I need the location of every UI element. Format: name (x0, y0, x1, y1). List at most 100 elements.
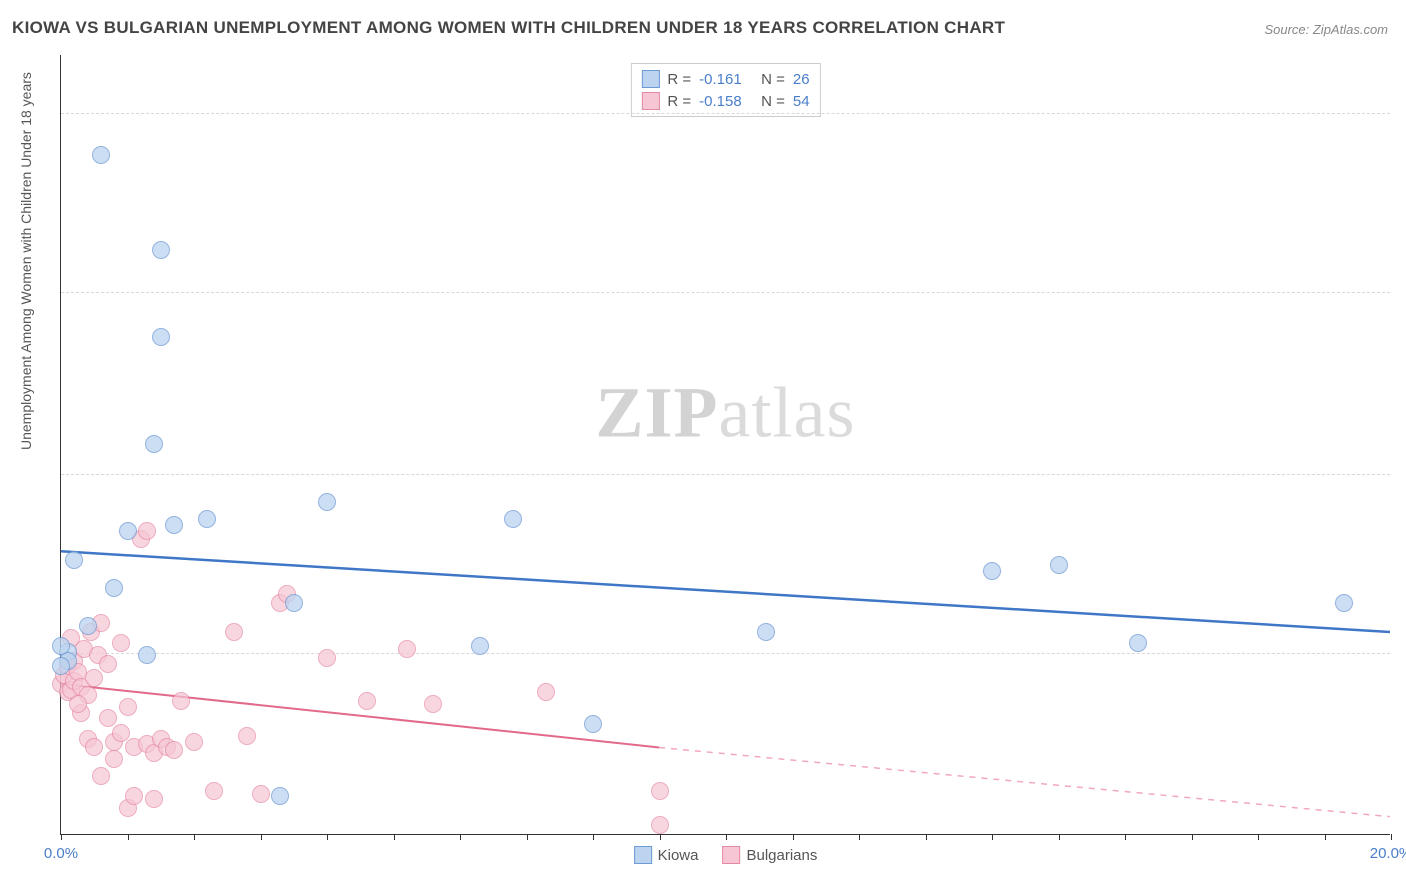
legend-swatch (634, 846, 652, 864)
y-tick-label: 6.3% (1395, 645, 1406, 662)
legend-series-item: Bulgarians (722, 846, 817, 864)
x-tick (460, 834, 461, 840)
x-tick (1258, 834, 1259, 840)
kiowa-point (504, 510, 522, 528)
bulgarians-point (398, 640, 416, 658)
legend-correlation-row: R = -0.158 N = 54 (641, 90, 809, 112)
x-tick (793, 834, 794, 840)
bulgarians-point (112, 634, 130, 652)
bulgarians-point (138, 522, 156, 540)
kiowa-point (757, 623, 775, 641)
x-tick (1391, 834, 1392, 840)
bulgarians-point (358, 692, 376, 710)
watermark-bold: ZIP (596, 373, 719, 453)
gridline (61, 474, 1390, 475)
x-tick (261, 834, 262, 840)
bulgarians-point (424, 695, 442, 713)
x-tick (593, 834, 594, 840)
kiowa-point (983, 562, 1001, 580)
bulgarians-point (651, 816, 669, 834)
legend-r-label: R = (667, 93, 691, 110)
kiowa-point (1335, 594, 1353, 612)
bulgarians-point (165, 741, 183, 759)
legend-correlation-row: R = -0.161 N = 26 (641, 68, 809, 90)
legend-swatch (641, 70, 659, 88)
bulgarians-point (85, 738, 103, 756)
kiowa-point (92, 146, 110, 164)
kiowa-point (105, 579, 123, 597)
x-tick (327, 834, 328, 840)
x-tick (726, 834, 727, 840)
chart-title: KIOWA VS BULGARIAN UNEMPLOYMENT AMONG WO… (12, 18, 1005, 38)
bulgarians-point (205, 782, 223, 800)
x-tick (527, 834, 528, 840)
legend-n-label: N = (761, 71, 785, 88)
bulgarians-point (318, 649, 336, 667)
x-tick (194, 834, 195, 840)
legend-n-value: 54 (793, 93, 810, 110)
gridline (61, 113, 1390, 114)
x-tick (1059, 834, 1060, 840)
x-tick (1192, 834, 1193, 840)
legend-r-label: R = (667, 71, 691, 88)
legend-n-label: N = (761, 93, 785, 110)
bulgarians-point (651, 782, 669, 800)
kiowa-point (152, 241, 170, 259)
y-tick-label: 18.8% (1395, 283, 1406, 300)
kiowa-point (285, 594, 303, 612)
x-tick (992, 834, 993, 840)
bulgarians-point (145, 790, 163, 808)
legend-n-value: 26 (793, 71, 810, 88)
bulgarians-point (125, 787, 143, 805)
x-tick-label: 0.0% (44, 845, 78, 862)
watermark: ZIPatlas (596, 372, 856, 455)
kiowa-point (119, 522, 137, 540)
bulgarians-point (85, 669, 103, 687)
bulgarians-point (238, 727, 256, 745)
kiowa-point (1129, 634, 1147, 652)
kiowa-point (152, 328, 170, 346)
y-tick-label: 25.0% (1395, 104, 1406, 121)
bulgarians-point (225, 623, 243, 641)
bulgarians-point (92, 767, 110, 785)
kiowa-point (318, 493, 336, 511)
kiowa-point (145, 435, 163, 453)
bulgarians-point (119, 698, 137, 716)
chart-container: KIOWA VS BULGARIAN UNEMPLOYMENT AMONG WO… (0, 0, 1406, 892)
x-tick-label: 20.0% (1370, 845, 1406, 862)
legend-swatch (641, 92, 659, 110)
bulgarians-point (105, 750, 123, 768)
bulgarians-point (252, 785, 270, 803)
bulgarians-point (99, 655, 117, 673)
legend-correlation: R = -0.161 N = 26 R = -0.158 N = 54 (630, 63, 820, 117)
legend-r-value: -0.158 (699, 93, 753, 110)
trend-lines (61, 55, 1390, 834)
gridline (61, 292, 1390, 293)
x-tick (660, 834, 661, 840)
plot-area: ZIPatlas R =-0.161N =26R =-0.158N =54 Ki… (60, 55, 1390, 835)
bulgarians-point (537, 683, 555, 701)
bulgarians-point (69, 695, 87, 713)
x-tick (128, 834, 129, 840)
watermark-light: atlas (719, 373, 856, 453)
x-tick (61, 834, 62, 840)
bulgarians-point (185, 733, 203, 751)
legend-swatch (722, 846, 740, 864)
kiowa-point (271, 787, 289, 805)
x-tick (1325, 834, 1326, 840)
legend-series-label: Kiowa (658, 847, 699, 864)
bulgarians-point (112, 724, 130, 742)
kiowa-point (165, 516, 183, 534)
source-label: Source: ZipAtlas.com (1264, 22, 1388, 37)
kiowa-point (1050, 556, 1068, 574)
legend-r-value: -0.161 (699, 71, 753, 88)
y-tick-label: 12.5% (1395, 465, 1406, 482)
legend-series-item: Kiowa (634, 846, 699, 864)
x-tick (394, 834, 395, 840)
kiowa-point (471, 637, 489, 655)
bulgarians-point (99, 709, 117, 727)
x-tick (926, 834, 927, 840)
kiowa-point (198, 510, 216, 528)
kiowa-point (52, 637, 70, 655)
bulgarians-point (172, 692, 190, 710)
